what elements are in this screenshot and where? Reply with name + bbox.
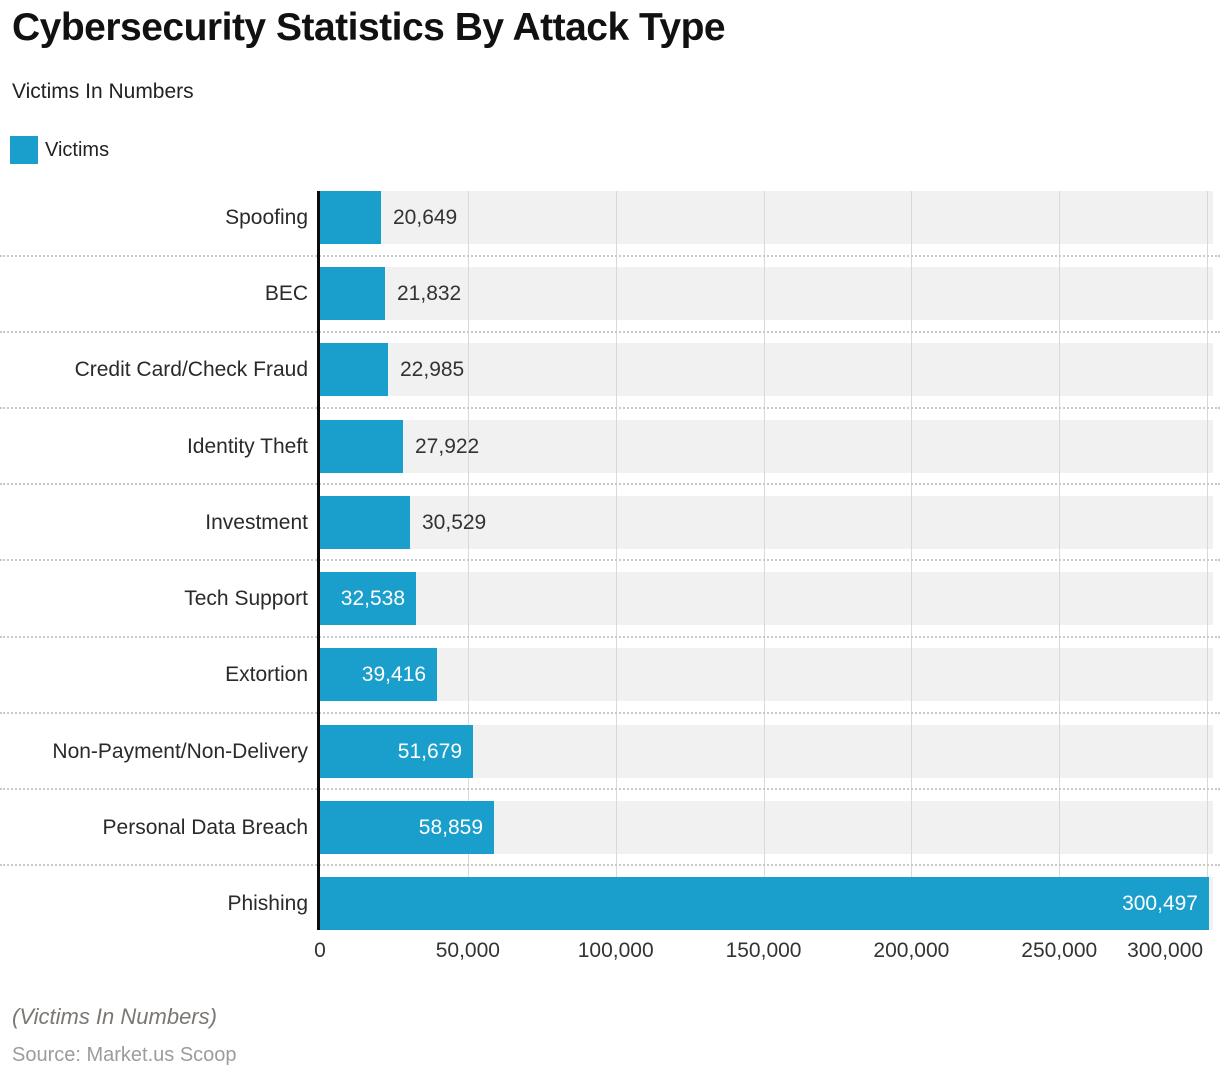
bar-track <box>320 572 1213 625</box>
row-separator <box>0 483 1220 485</box>
chart-subtitle: Victims In Numbers <box>12 80 194 103</box>
bar[interactable] <box>320 801 494 854</box>
x-tick-label: 200,000 <box>873 939 950 962</box>
chart-title: Cybersecurity Statistics By Attack Type <box>12 6 726 49</box>
bar[interactable] <box>320 496 410 549</box>
bar-track <box>320 648 1213 701</box>
category-label: Credit Card/Check Fraud <box>74 358 308 381</box>
legend-label: Victims <box>45 138 110 161</box>
row-separator <box>0 864 1220 866</box>
value-label: 58,859 <box>418 816 483 839</box>
bar[interactable] <box>320 267 385 320</box>
value-label: 27,922 <box>415 435 480 458</box>
category-label: Extortion <box>225 663 308 686</box>
row-separator <box>0 788 1220 790</box>
row-separator <box>0 712 1220 714</box>
bar[interactable] <box>320 648 437 701</box>
x-tick-label: 0 <box>314 939 326 962</box>
x-tick-label: 300,000 <box>1127 939 1204 962</box>
bar[interactable] <box>320 420 403 473</box>
value-label: 22,985 <box>400 358 465 381</box>
value-label: 20,649 <box>393 206 458 229</box>
bar[interactable] <box>320 572 416 625</box>
x-tick-label: 250,000 <box>1021 939 1098 962</box>
bar[interactable] <box>320 191 381 244</box>
category-label: Non-Payment/Non-Delivery <box>52 740 308 763</box>
footer-note: (Victims In Numbers) <box>12 1004 217 1029</box>
bar[interactable] <box>320 725 473 778</box>
row-separator <box>0 559 1220 561</box>
value-label: 30,529 <box>422 511 487 534</box>
legend-swatch-icon <box>10 136 38 164</box>
bar[interactable] <box>320 343 388 396</box>
x-tick-label: 150,000 <box>725 939 802 962</box>
category-label: Personal Data Breach <box>102 816 308 839</box>
value-label: 21,832 <box>397 282 462 305</box>
y-axis-line <box>317 191 320 930</box>
row-separator <box>0 407 1220 409</box>
row-separator <box>0 331 1220 333</box>
category-label: BEC <box>264 282 308 305</box>
legend-item-victims[interactable]: Victims <box>10 136 109 164</box>
value-label: 39,416 <box>361 663 426 686</box>
category-label: Identity Theft <box>186 435 308 458</box>
category-label: Spoofing <box>225 206 308 229</box>
value-label: 32,538 <box>340 587 405 610</box>
bar[interactable] <box>320 877 1209 930</box>
category-label: Tech Support <box>184 587 308 610</box>
row-separator <box>0 255 1220 257</box>
value-label: 300,497 <box>1122 892 1198 915</box>
x-tick-label: 100,000 <box>577 939 654 962</box>
category-label: Investment <box>205 511 308 534</box>
category-label: Phishing <box>227 892 308 915</box>
row-separator <box>0 636 1220 638</box>
value-label: 51,679 <box>397 740 462 763</box>
footer-source: Source: Market.us Scoop <box>12 1044 237 1066</box>
x-tick-label: 50,000 <box>435 939 500 962</box>
